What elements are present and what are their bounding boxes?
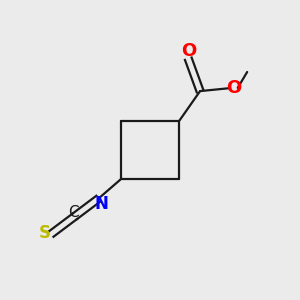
Text: C: C — [68, 205, 79, 220]
Text: N: N — [94, 195, 108, 213]
Text: O: O — [181, 42, 196, 60]
Text: O: O — [226, 79, 242, 97]
Text: S: S — [39, 224, 51, 242]
